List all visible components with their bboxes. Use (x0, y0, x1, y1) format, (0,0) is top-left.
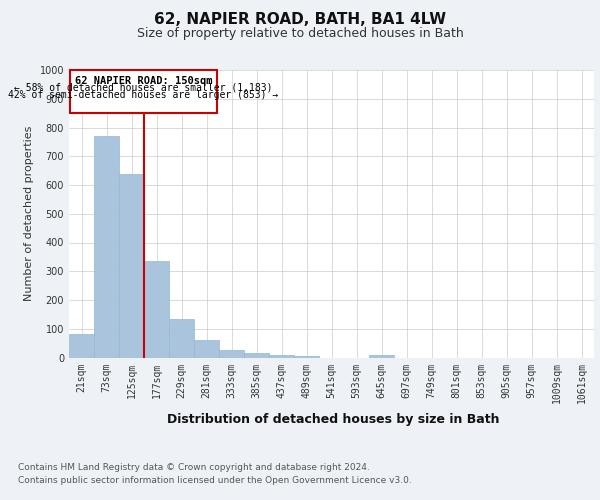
Bar (69, 334, 94, 357)
Bar (70, 70, 217, 112)
Y-axis label: Number of detached properties: Number of detached properties (24, 126, 34, 302)
Text: 62 NAPIER ROAD: 150sqm: 62 NAPIER ROAD: 150sqm (74, 76, 212, 86)
Bar (94, 136, 119, 358)
Text: 62, NAPIER ROAD, BATH, BA1 4LW: 62, NAPIER ROAD, BATH, BA1 4LW (154, 12, 446, 28)
Text: Contains public sector information licensed under the Open Government Licence v3: Contains public sector information licen… (18, 476, 412, 485)
Bar (194, 340, 219, 357)
Bar (169, 318, 194, 358)
Text: ← 58% of detached houses are smaller (1,183): ← 58% of detached houses are smaller (1,… (14, 83, 272, 93)
Bar (219, 350, 244, 358)
Bar (119, 174, 144, 358)
Bar (144, 261, 169, 358)
Bar (369, 354, 394, 358)
Text: Contains HM Land Registry data © Crown copyright and database right 2024.: Contains HM Land Registry data © Crown c… (18, 462, 370, 471)
Bar (294, 356, 319, 358)
Bar (269, 354, 294, 358)
Text: Size of property relative to detached houses in Bath: Size of property relative to detached ho… (137, 28, 463, 40)
Text: 42% of semi-detached houses are larger (853) →: 42% of semi-detached houses are larger (… (8, 90, 278, 100)
Text: Distribution of detached houses by size in Bath: Distribution of detached houses by size … (167, 412, 499, 426)
Bar (244, 353, 269, 358)
